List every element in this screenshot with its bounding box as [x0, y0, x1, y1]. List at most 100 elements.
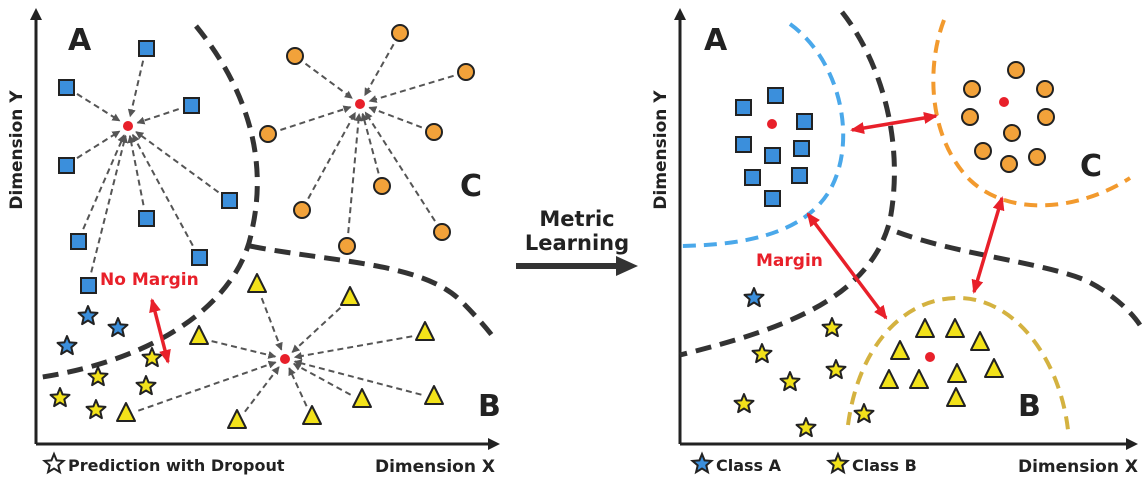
class-b-triangle	[890, 340, 910, 360]
right-region-label-c: C	[1080, 149, 1102, 184]
left-x-axis-label: Dimension X	[375, 457, 495, 477]
right-margin-c	[931, 19, 1132, 208]
left-boundary-bc	[249, 243, 496, 340]
dropout-spoke	[280, 105, 352, 131]
class-b-triangle	[116, 402, 136, 422]
left-y-axis-label: Dimension Y	[7, 90, 27, 210]
left-center-c	[355, 99, 365, 109]
dropout-spoke	[293, 359, 422, 396]
class-b-star	[821, 317, 843, 338]
dropout-spoke	[127, 134, 145, 206]
dropout-spoke	[360, 112, 380, 174]
dropout-spoke	[82, 134, 125, 230]
class-a-square	[191, 249, 208, 266]
class-b-star	[135, 375, 157, 396]
class-a-square	[80, 277, 97, 294]
class-b-star	[49, 387, 71, 408]
class-a-square	[793, 140, 810, 157]
right-center-b	[925, 352, 935, 362]
class-a-square	[58, 157, 75, 174]
class-b-triangle	[947, 363, 967, 383]
right-center-c	[999, 97, 1009, 107]
dropout-spoke	[368, 106, 423, 129]
class-c-circle	[286, 47, 304, 65]
class-a-square	[744, 169, 761, 186]
dropout-spoke	[288, 367, 308, 407]
class-c-circle	[974, 142, 992, 160]
class-b-star	[795, 417, 817, 438]
left-spokes	[76, 43, 454, 413]
class-c-circle	[1037, 108, 1055, 126]
class-b-triangle	[424, 385, 444, 405]
class-c-circle	[293, 201, 311, 219]
class-b-star	[141, 347, 163, 368]
left-center-a	[123, 121, 133, 131]
right-region-label-b: B	[1018, 389, 1041, 424]
right-class-b-points	[879, 318, 1004, 407]
dropout-star-icon	[42, 451, 66, 475]
class-a-square	[735, 99, 752, 116]
right-legend-label-a: Class A	[716, 456, 782, 475]
left-legend: Prediction with Dropout	[42, 451, 285, 475]
left-dropout-stars	[49, 305, 163, 420]
class-b-triangle	[879, 369, 899, 389]
dropout-spoke	[137, 360, 277, 412]
left-region-label-a: A	[68, 23, 92, 58]
dropout-spoke	[347, 113, 363, 234]
class-b-star	[825, 359, 847, 380]
class-a-square	[221, 192, 238, 209]
right-legend-label-b: Class B	[852, 456, 917, 475]
class-b-triangle	[189, 325, 209, 345]
class-b-star	[87, 366, 109, 387]
class-a-square	[70, 233, 87, 250]
class-b-star-icon	[826, 451, 850, 475]
class-a-square	[183, 97, 200, 114]
class-c-circle	[1036, 80, 1054, 98]
right-boundary-ac	[679, 10, 897, 358]
class-b-star	[853, 403, 875, 424]
class-c-circle	[391, 24, 409, 42]
class-c-circle	[963, 80, 981, 98]
class-a-square	[764, 190, 781, 207]
metric-learning-label-1: Metric	[539, 207, 614, 231]
class-a-square	[767, 87, 784, 104]
left-class-c-points	[259, 24, 475, 255]
class-a-square	[796, 113, 813, 130]
dropout-spoke	[211, 340, 277, 359]
metric-learning-label-2: Learning	[525, 231, 629, 255]
dropout-spoke	[131, 133, 194, 247]
dropout-spoke	[364, 43, 395, 97]
dropout-spoke	[136, 108, 180, 125]
dropout-spoke	[307, 111, 357, 200]
dropout-spoke	[291, 307, 342, 353]
right-panel: Dimension Y Dimension X A C B	[651, 8, 1143, 477]
class-a-square	[138, 210, 155, 227]
class-c-circle	[1003, 124, 1021, 142]
class-b-triangle	[915, 318, 935, 338]
class-a-star	[107, 317, 129, 338]
right-margin-b	[846, 295, 1070, 431]
right-class-a-points	[735, 87, 813, 207]
dropout-spoke	[292, 362, 352, 396]
left-no-margin-arrow	[149, 298, 171, 364]
class-c-circle	[433, 223, 451, 241]
class-a-square	[138, 40, 155, 57]
right-class-c-points	[961, 61, 1055, 173]
class-a-square	[791, 167, 808, 184]
dropout-spoke	[260, 297, 283, 351]
dropout-spoke	[244, 366, 280, 413]
left-region-label-b: B	[478, 389, 501, 424]
right-center-a	[767, 119, 777, 129]
right-legend: Class A Class B	[690, 451, 917, 475]
dropout-spoke	[76, 93, 121, 122]
class-c-circle	[1028, 148, 1046, 166]
right-margin-arrow-cb	[971, 196, 1005, 294]
left-region-label-c: C	[460, 169, 482, 204]
class-c-circle	[1000, 155, 1018, 173]
right-x-axis-label: Dimension X	[1018, 457, 1138, 477]
class-b-triangle	[984, 358, 1004, 378]
class-b-triangle	[945, 318, 965, 338]
class-b-triangle	[415, 321, 435, 341]
dropout-spoke	[76, 130, 121, 159]
